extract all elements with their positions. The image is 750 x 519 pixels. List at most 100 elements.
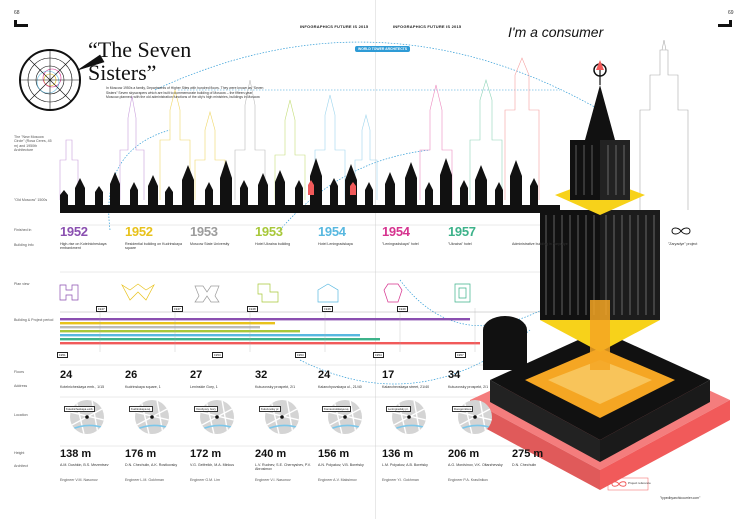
building-engineer: Engineer V.I. Nasonov [255,478,291,482]
location-map [70,400,104,434]
building-address: Kotelnicheskaya emb., 1/15 [60,385,105,389]
building-height: 206 m [448,448,480,460]
building-address: Kudrinskaya square, 1 [125,385,161,389]
row-label-location: Location [14,413,28,417]
building-desc: "Leningradskaya" hotel [382,242,419,246]
outline-towers [59,39,689,210]
building-floors: 34 [448,369,461,381]
location-map [200,400,234,434]
building-engineer: Engineer Y.I. Gokhman [382,478,419,482]
left-header: INFOGRAPHICS FUTURE IS 2015 [300,24,369,29]
legend-icon [611,481,627,487]
msu-skyscraper [470,60,730,490]
building-year: 1954 [382,224,410,239]
construction-timeline [60,308,560,352]
building-engineer: Engineer G.M. Lim [190,478,220,482]
left-page-number: 68 [14,10,20,16]
article-intro: In Moscow 1950s a family, Departments of… [106,86,264,100]
building-year: 1952 [60,224,88,239]
map-streets [328,400,362,434]
map-tag: Kotelnicheskaya emb. [64,406,96,412]
map-streets [70,400,104,434]
map-tag: Komsomolskaya sq. [322,406,352,412]
building-desc: Hotel Ukraina building [255,242,291,246]
building-year: 1954 [318,224,346,239]
timeline-end-label: 1951 [57,352,68,358]
map-tag: Kudrinskaya sq. [129,406,153,412]
building-year: 1953 [255,224,283,239]
map-tag: Leningradsky pr. [386,406,411,412]
building-height: 172 m [190,448,222,460]
building-floors: 24 [60,369,73,381]
timeline-start-label: 1948 [247,306,258,312]
timeline-start-label: 1947 [96,306,107,312]
building-architect: A.M. Dushkin, B.S. Mezentsev [60,463,109,467]
row-label-construction: Building & Project period [14,318,54,322]
building-engineer: Engineer P.A. Krasilnikov [448,478,489,482]
dotted-arc-main [154,41,601,111]
old-moscow-skyline [60,158,560,213]
dotted-arc-right [399,279,561,326]
building-desc: Residential building on Kudrinskaya squa… [125,242,182,251]
right-page-number: 69 [728,10,734,16]
building-address: Kutuzovsky prospekt, 2/1 [448,385,489,389]
building-height: 156 m [318,448,350,460]
infinity-icon [671,227,691,235]
building-desc: "Ukraina" hotel [448,242,472,246]
map-streets [265,400,299,434]
plan-shapes [59,283,471,303]
timeline-start-label: 1949 [397,306,408,312]
building-year: 1953 [190,224,218,239]
map-streets [458,400,492,434]
row-label-address: Address [14,384,28,388]
spread-fold [375,0,376,519]
building-height: 275 m [512,448,544,460]
map-tag: Vorobyovy Gory [194,406,218,412]
right-header: INFOGRAPHICS FUTURE IS 2015 [393,24,462,29]
building-architect: V.G. Gelfreikh, M.A. Minkus [190,463,235,467]
building-desc: Moscow State University [190,242,230,246]
bonus-desc: "Zaryadye" project [668,242,698,246]
article-title: “The Seven Sisters” [88,37,192,85]
new-moscow-label: The "New Moscow Circle" (Rosa Ceres, 45 … [14,135,52,153]
section-title: I'm a consumer [508,24,604,40]
legend-text: Project reference [628,481,651,485]
building-architect: L.M. Polyakov, A.B. Boretsky [382,463,428,467]
world-tower-stamp: WORLD TOWER ARCHITECTS [355,46,410,52]
row-label-finished: Finished in [14,228,32,232]
timeline-end-label: 1954 [373,352,384,358]
timeline-start-label: 1949 [322,306,333,312]
footer-url: "typedbyarchicourrier.com" [660,496,701,500]
building-year: 1952 [125,224,153,239]
map-tag: Kutuzovsky pr. [259,406,282,412]
building-architect: A.G. Mordvinov, V.K. Oltarzhevsky [448,463,503,467]
building-address: Kutuzovsky prospekt, 2/1 [255,385,296,389]
building-height: 136 m [382,448,414,460]
building-floors: 27 [190,369,203,381]
building-address: Kalanchyovskaya ul., 21/40 [318,385,362,389]
timeline-end-label: 1957 [455,352,466,358]
kremlin-red-accents [308,180,356,195]
building-desc: Hotel Leningradskaya [318,242,353,246]
map-streets [200,400,234,434]
building-architect: L.V. Rudnev, S.E. Chernyshev, P.V. Abros… [255,463,311,472]
building-floors: 24 [318,369,331,381]
map-tag: Dorogomilovo [452,406,474,412]
row-label-building: Building info [14,243,34,247]
building-height: 138 m [60,448,92,460]
building-engineer: Engineer A.V. Maksimov [318,478,357,482]
building-address: Kalanchevskaya street, 21/40 [382,385,430,389]
dotted-arc-low [299,329,531,385]
building-architect: D.N. Chechulin [512,463,537,467]
building-desc: High-rise on Kotelnicheskaya embankment [60,242,107,251]
timeline-start-label: 1947 [172,306,183,312]
map-streets [392,400,426,434]
row-label-floors: Floors [14,370,24,374]
row-label-architect: Architect [14,464,28,468]
building-architect: A.N. Polyakov, V.B. Boretsky [318,463,364,467]
building-floors: 32 [255,369,268,381]
building-height: 240 m [255,448,287,460]
location-map [392,400,426,434]
